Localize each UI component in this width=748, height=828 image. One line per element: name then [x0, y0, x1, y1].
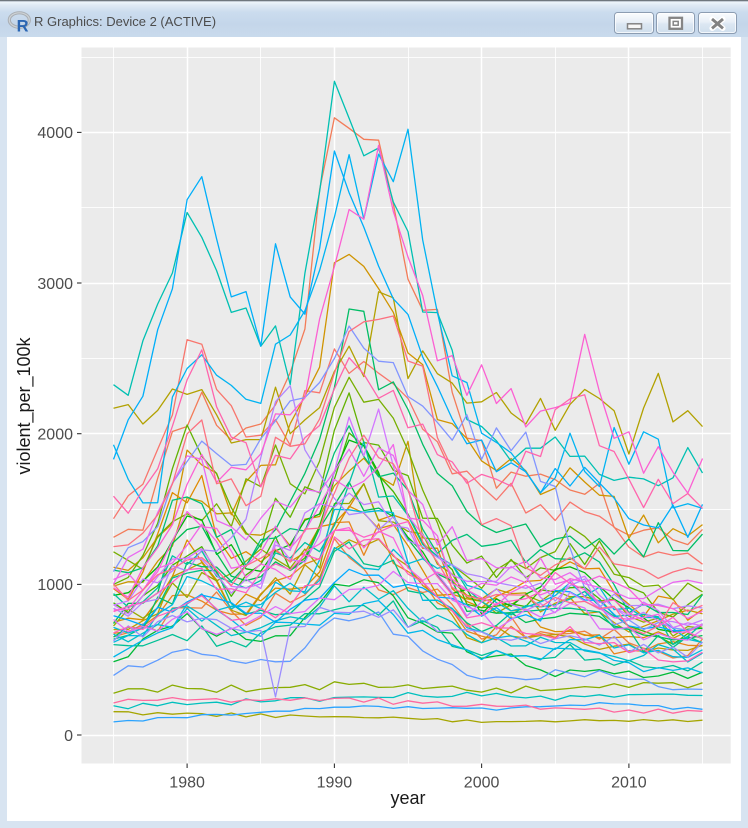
svg-text:3000: 3000 [37, 276, 73, 293]
svg-text:2000: 2000 [464, 775, 500, 792]
svg-text:1990: 1990 [317, 775, 353, 792]
svg-text:R: R [17, 17, 29, 35]
svg-text:2010: 2010 [611, 775, 647, 792]
svg-text:1000: 1000 [37, 577, 73, 594]
svg-text:violent_per_100k: violent_per_100k [14, 336, 35, 474]
svg-text:2000: 2000 [37, 427, 73, 444]
svg-text:1980: 1980 [169, 775, 205, 792]
svg-text:4000: 4000 [37, 125, 73, 142]
svg-text:year: year [390, 788, 425, 808]
svg-text:0: 0 [64, 728, 73, 745]
